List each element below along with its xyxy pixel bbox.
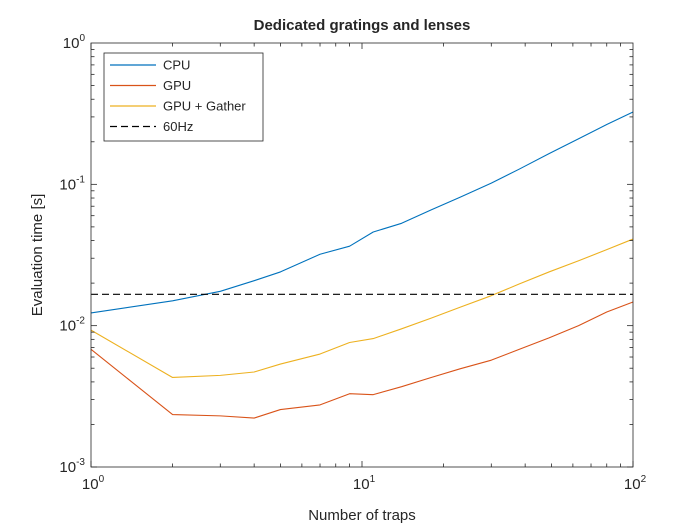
axes-layer: 100 101 102 10-3 10-2 10-1 100 [59, 33, 646, 493]
legend-box [103, 52, 264, 142]
x-tick-label: 100 [82, 474, 105, 493]
series-line-gpu-gather [90, 238, 634, 379]
series-line-gpu [90, 301, 634, 419]
y-tick-label: 10-3 [59, 457, 85, 476]
chart-title: Dedicated gratings and lenses [254, 17, 471, 34]
legend-label-gpu-gather: GPU + Gather [163, 99, 246, 114]
x-tick-label: 102 [624, 474, 647, 493]
series-line-cpu [90, 111, 634, 314]
series-layer [90, 111, 634, 419]
legend-label-60hz: 60Hz [163, 119, 193, 134]
y-tick-label: 10-2 [59, 316, 85, 335]
x-axis-label: Number of traps [308, 507, 416, 524]
legend-label-gpu: GPU [163, 78, 191, 93]
y-tick-label: 100 [63, 33, 86, 52]
legend: CPU GPU GPU + Gather 60Hz [103, 52, 264, 142]
x-tick-label: 101 [353, 474, 376, 493]
y-axis-label: Evaluation time [s] [29, 194, 46, 317]
y-tick-label: 10-1 [59, 174, 85, 193]
legend-label-cpu: CPU [163, 58, 190, 73]
